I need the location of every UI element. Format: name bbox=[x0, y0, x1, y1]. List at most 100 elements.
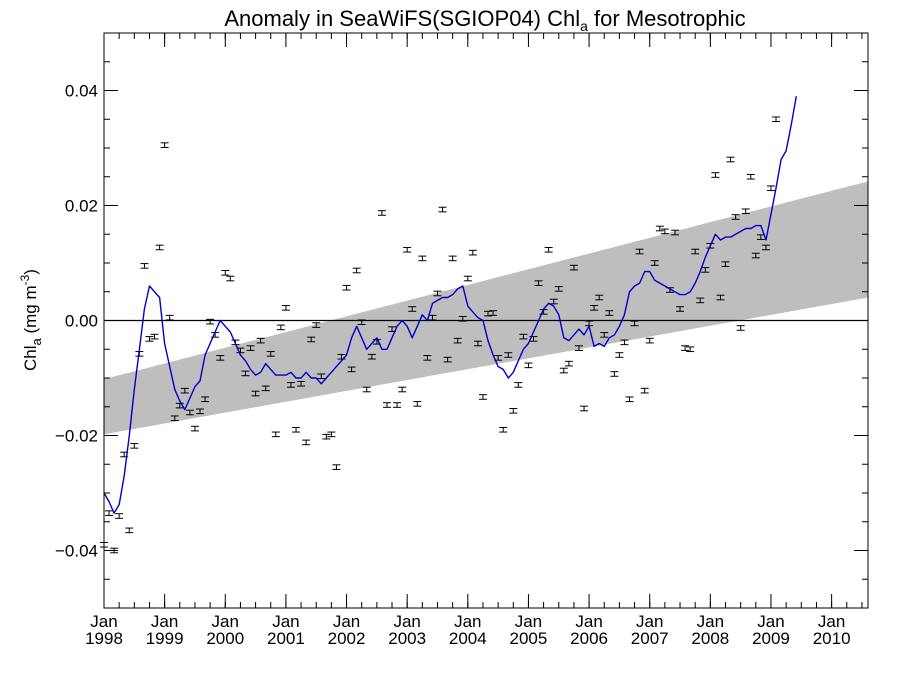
anomaly-point bbox=[635, 248, 644, 255]
anomaly-point bbox=[448, 255, 457, 262]
anomaly-point bbox=[731, 214, 740, 220]
anomaly-point bbox=[615, 352, 624, 358]
anomaly-point bbox=[160, 142, 169, 148]
x-tick-month-label: Jan bbox=[636, 612, 663, 631]
anomaly-point bbox=[468, 249, 477, 256]
x-tick-year-label: 2005 bbox=[510, 629, 548, 648]
anomaly-point bbox=[145, 336, 154, 342]
anomaly-point bbox=[514, 382, 523, 388]
anomaly-point bbox=[312, 322, 321, 328]
anomaly-point bbox=[276, 324, 285, 331]
anomaly-point bbox=[185, 409, 194, 416]
anomaly-point bbox=[605, 310, 614, 316]
x-tick-month-label: Jan bbox=[757, 612, 784, 631]
anomaly-point bbox=[226, 275, 235, 282]
anomaly-point bbox=[595, 294, 604, 301]
anomaly-point bbox=[630, 320, 639, 327]
y-tick-label: −0.04 bbox=[55, 542, 98, 561]
anomaly-point bbox=[524, 362, 533, 369]
anomaly-point bbox=[413, 401, 422, 407]
anomaly-point bbox=[357, 319, 366, 326]
anomaly-point bbox=[428, 314, 437, 321]
anomaly-point bbox=[261, 385, 270, 392]
anomaly-point bbox=[337, 353, 346, 360]
anomaly-point bbox=[772, 116, 781, 123]
anomaly-point bbox=[509, 407, 518, 414]
anomaly-point bbox=[297, 380, 306, 387]
anomaly-point bbox=[165, 314, 174, 321]
anomaly-point bbox=[564, 360, 573, 367]
anomaly-point bbox=[478, 394, 487, 400]
anomaly-point bbox=[140, 263, 149, 269]
chart-title: Anomaly in SeaWiFS(SGIOP04) Chla for Mes… bbox=[224, 6, 745, 34]
anomaly-point bbox=[721, 261, 730, 267]
anomaly-point bbox=[716, 294, 725, 301]
anomaly-point bbox=[580, 405, 589, 412]
anomaly-point bbox=[453, 337, 462, 344]
anomaly-point bbox=[195, 408, 204, 415]
smoothed-series-layer bbox=[103, 96, 797, 514]
x-tick-month-label: Jan bbox=[575, 612, 602, 631]
anomaly-point bbox=[504, 352, 513, 358]
anomaly-point bbox=[463, 275, 472, 282]
anomaly-point bbox=[534, 280, 543, 286]
anomaly-point bbox=[751, 252, 760, 259]
x-tick-year-label: 2010 bbox=[813, 629, 851, 648]
anomaly-point bbox=[681, 345, 690, 351]
anomaly-point bbox=[190, 425, 199, 432]
x-tick-year-label: 2002 bbox=[328, 629, 366, 648]
smoothed-series-line bbox=[103, 96, 797, 514]
anomaly-point bbox=[554, 286, 563, 292]
anomaly-point bbox=[322, 433, 331, 440]
anomaly-point bbox=[559, 367, 568, 374]
anomaly-point bbox=[201, 396, 210, 403]
anomaly-point bbox=[761, 244, 770, 251]
y-tick-label: −0.02 bbox=[55, 427, 98, 446]
x-tick-month-label: Jan bbox=[454, 612, 481, 631]
anomaly-point bbox=[625, 396, 634, 403]
x-tick-month-label: Jan bbox=[697, 612, 724, 631]
anomaly-point bbox=[266, 351, 275, 357]
anomaly-point bbox=[660, 228, 669, 235]
anomaly-point bbox=[569, 264, 578, 271]
anomaly-point bbox=[271, 431, 280, 438]
anomaly-point bbox=[655, 225, 664, 232]
anomaly-point bbox=[170, 415, 179, 422]
anomaly-point bbox=[317, 373, 326, 380]
anomaly-point bbox=[377, 210, 386, 216]
anomaly-point bbox=[433, 290, 442, 297]
x-tick-year-label: 2003 bbox=[388, 629, 426, 648]
x-tick-year-label: 2004 bbox=[449, 629, 487, 648]
y-tick-label: 0.02 bbox=[65, 197, 98, 216]
x-tick-year-label: 1999 bbox=[146, 629, 184, 648]
anomaly-point bbox=[302, 439, 311, 446]
anomaly-point bbox=[125, 527, 134, 534]
x-tick-month-label: Jan bbox=[818, 612, 845, 631]
anomaly-point bbox=[640, 387, 649, 394]
x-tick-month-label: Jan bbox=[515, 612, 542, 631]
anomaly-point bbox=[701, 267, 710, 273]
anomaly-point bbox=[711, 172, 720, 178]
anomaly-point bbox=[473, 340, 482, 347]
anomaly-point bbox=[180, 387, 189, 394]
anomaly-point bbox=[155, 244, 164, 251]
anomaly-point bbox=[362, 386, 371, 393]
anomaly-point bbox=[741, 208, 750, 215]
anomaly-point bbox=[307, 336, 316, 343]
anomaly-point bbox=[286, 382, 295, 388]
trend-confidence-band bbox=[104, 181, 868, 435]
anomaly-point bbox=[206, 318, 215, 325]
anomaly-point bbox=[610, 371, 619, 377]
anomaly-point bbox=[650, 260, 659, 266]
anomaly-point bbox=[645, 337, 654, 344]
x-tick-year-label: 1998 bbox=[85, 629, 123, 648]
x-tick-month-label: Jan bbox=[212, 612, 239, 631]
anomaly-point bbox=[281, 305, 290, 311]
anomaly-point bbox=[499, 426, 508, 433]
anomaly-point bbox=[484, 310, 493, 317]
anomaly-point bbox=[403, 246, 412, 253]
anomaly-point bbox=[130, 443, 139, 449]
anomaly-point bbox=[746, 173, 755, 180]
x-tick-year-label: 2007 bbox=[631, 629, 669, 648]
anomaly-point bbox=[327, 431, 336, 438]
